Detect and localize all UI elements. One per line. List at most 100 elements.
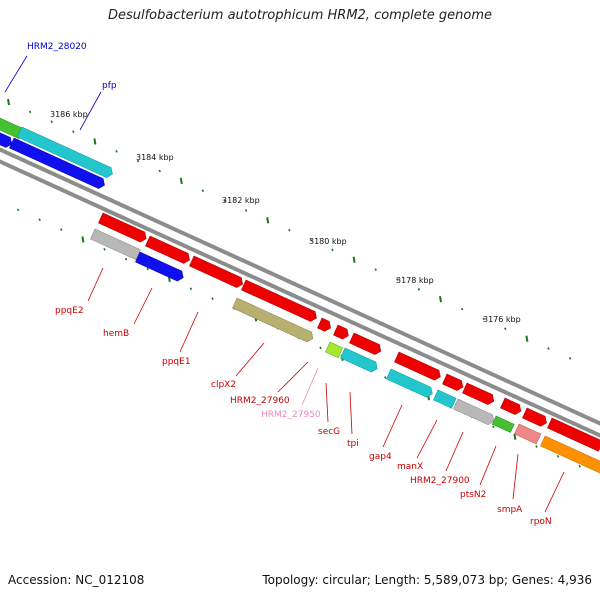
- gene-label-secG[interactable]: secG: [318, 427, 340, 437]
- gene-label-HRM2_27900[interactable]: HRM2_27900: [410, 476, 470, 486]
- gene-label-gap4[interactable]: gap4: [369, 452, 392, 462]
- leader-line: [277, 361, 309, 393]
- tick-mark: [16, 208, 20, 212]
- gene-feature-rpoN[interactable]: [540, 435, 600, 474]
- tick-mark: [146, 267, 149, 271]
- tick-mark: [179, 177, 183, 185]
- tick-mark: [492, 425, 495, 429]
- leader-line: [416, 419, 438, 459]
- label-leader-lines: [4, 55, 565, 513]
- accession-text: Accession: NC_012108: [8, 573, 145, 587]
- tick-mark: [331, 248, 334, 252]
- tick-mark: [223, 199, 226, 202]
- kbp-labels: 3186 kbp 3184 kbp 3182 kbp 3180 kbp 3178…: [50, 110, 521, 324]
- tick-mark: [568, 357, 572, 360]
- gene-label-HRM2_28020[interactable]: HRM2_28020: [27, 42, 87, 52]
- kbp-label-3182: 3182 kbp: [222, 196, 260, 205]
- leader-line: [382, 404, 403, 448]
- gene-feature-red-7[interactable]: [500, 397, 523, 416]
- gene-label-smpA[interactable]: smpA: [497, 505, 523, 515]
- tick-mark: [244, 209, 248, 212]
- gene-label-HRM2_27950[interactable]: HRM2_27950: [261, 410, 321, 420]
- gene-feature-red-4[interactable]: [394, 351, 442, 382]
- gene-features[interactable]: [0, 113, 600, 474]
- tick-mark: [352, 256, 356, 263]
- topology-summary: Topology: circular; Length: 5,589,073 bp…: [262, 573, 592, 587]
- tick-mark: [513, 433, 517, 440]
- tick-mark: [578, 464, 581, 468]
- backbone-line-inner: [0, 159, 600, 438]
- tick-mark: [158, 169, 161, 173]
- map-title: Desulfobacterium autotrophicum HRM2, com…: [107, 8, 493, 23]
- leader-line: [445, 431, 464, 472]
- tick-mark: [50, 120, 53, 124]
- gene-feature-manX[interactable]: [433, 389, 457, 409]
- gene-feature-clpX2[interactable]: [241, 279, 318, 323]
- leader-line: [349, 391, 353, 435]
- gene-label-HRM2_27960[interactable]: HRM2_27960: [230, 396, 290, 406]
- gene-feature-blue-left[interactable]: [0, 129, 14, 149]
- tick-mark: [60, 228, 63, 231]
- gene-labels: HRM2_28020 pfp ppqE2 hemB ppqE1 clpX2 HR…: [27, 42, 552, 527]
- tick-mark: [482, 317, 485, 321]
- gene-feature-tpi[interactable]: [340, 347, 379, 374]
- gene-label-ptsN2[interactable]: ptsN2: [460, 490, 486, 500]
- leader-line: [87, 267, 104, 302]
- tick-mark: [266, 217, 270, 224]
- gene-feature-olive[interactable]: [232, 297, 315, 344]
- tick-mark: [115, 149, 118, 153]
- gene-label-hemB[interactable]: hemB: [103, 329, 129, 339]
- tick-mark: [189, 287, 193, 291]
- tick-mark: [72, 130, 75, 133]
- gene-feature-red-6[interactable]: [462, 382, 496, 406]
- gene-feature-red-5[interactable]: [442, 373, 465, 392]
- gene-feature-gray-2[interactable]: [453, 398, 496, 426]
- kbp-label-3176: 3176 kbp: [483, 315, 521, 324]
- gene-feature-hemB[interactable]: [135, 251, 185, 283]
- leader-line: [179, 311, 199, 353]
- gene-feature-gray-1[interactable]: [90, 228, 141, 261]
- tick-mark: [460, 307, 464, 311]
- gene-label-pfp[interactable]: pfp: [102, 81, 117, 91]
- gene-feature-red-2[interactable]: [145, 235, 191, 265]
- gene-feature-red-3[interactable]: [349, 332, 383, 356]
- leader-line: [133, 287, 153, 325]
- tick-mark: [374, 268, 377, 271]
- tick-mark: [396, 278, 399, 281]
- gene-feature-red-small-2[interactable]: [333, 324, 350, 341]
- tick-mark: [124, 257, 128, 261]
- tick-mark: [103, 247, 106, 251]
- gene-feature-green-2[interactable]: [491, 415, 515, 433]
- gene-feature-ppqE1[interactable]: [189, 255, 245, 289]
- tick-mark: [288, 228, 291, 232]
- gene-feature-pfp[interactable]: [17, 126, 114, 179]
- tick-mark: [93, 138, 97, 145]
- gene-feature-ppqE2[interactable]: [98, 212, 148, 244]
- tick-mark: [439, 296, 442, 303]
- tick-mark: [556, 455, 560, 458]
- gene-label-tpi[interactable]: tpi: [347, 439, 359, 449]
- leader-line: [301, 367, 319, 406]
- tick-mark: [319, 346, 322, 350]
- gene-feature-secG[interactable]: [325, 341, 344, 359]
- gene-feature-gap4[interactable]: [386, 368, 434, 399]
- tick-mark: [28, 110, 32, 114]
- gene-feature-red-9[interactable]: [547, 417, 600, 452]
- gene-feature-pink[interactable]: [514, 423, 542, 445]
- gene-feature-blue-2[interactable]: [9, 137, 106, 190]
- kbp-label-3184: 3184 kbp: [136, 153, 174, 162]
- gene-label-rpoN[interactable]: rpoN: [530, 517, 552, 527]
- gene-label-manX[interactable]: manX: [397, 462, 423, 472]
- gene-label-clpX2[interactable]: clpX2: [211, 380, 236, 390]
- tick-mark: [547, 347, 550, 350]
- leader-line: [512, 453, 519, 500]
- tick-mark: [38, 218, 41, 222]
- tick-mark: [7, 98, 10, 106]
- gene-label-ppqE2[interactable]: ppqE2: [55, 306, 84, 316]
- gene-feature-red-8[interactable]: [522, 407, 548, 428]
- tick-mark: [201, 189, 205, 193]
- tick-mark: [136, 159, 140, 163]
- gene-feature-red-small[interactable]: [317, 317, 332, 333]
- gene-label-ppqE1[interactable]: ppqE1: [162, 357, 191, 367]
